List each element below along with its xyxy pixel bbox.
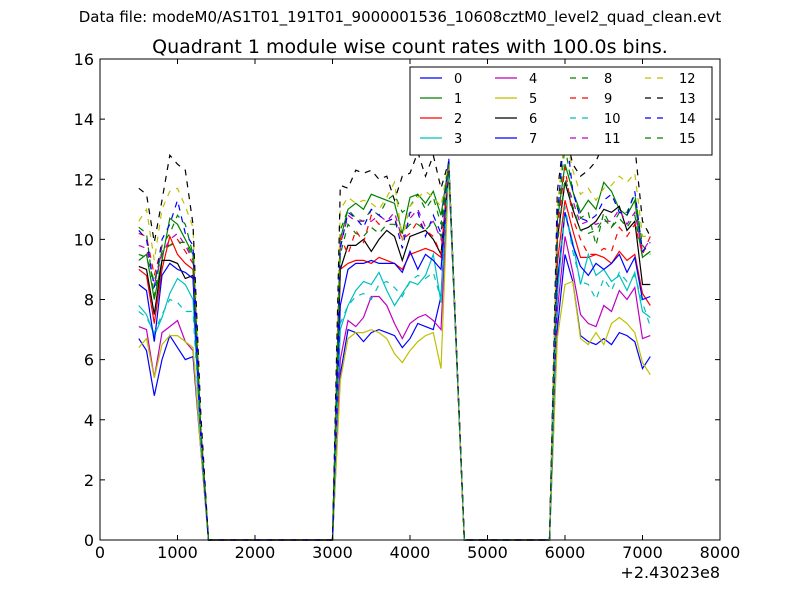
legend-label-0: 0 bbox=[454, 72, 462, 87]
series-line-10 bbox=[138, 167, 651, 541]
legend-label-13: 13 bbox=[679, 92, 696, 107]
legend-label-5: 5 bbox=[529, 92, 537, 107]
x-tick-label: 3000 bbox=[312, 543, 353, 562]
ticks-layer: 0 1000 2000 3000 4000 5000 6000 7000 80000246810… bbox=[74, 50, 741, 562]
legend-label-15: 15 bbox=[679, 132, 696, 147]
legend-label-12: 12 bbox=[679, 72, 696, 87]
series-layer bbox=[138, 122, 651, 541]
series-line-5 bbox=[138, 167, 651, 541]
legend-label-11: 11 bbox=[604, 132, 621, 147]
chart-title: Quadrant 1 module wise count rates with … bbox=[152, 36, 668, 58]
series-line-7 bbox=[138, 167, 651, 541]
x-axis-offset-label: +2.43023e8 bbox=[620, 563, 720, 582]
y-tick-label: 12 bbox=[74, 170, 94, 189]
series-line-3 bbox=[138, 167, 651, 541]
series-line-4 bbox=[138, 164, 651, 541]
legend-label-10: 10 bbox=[604, 112, 621, 127]
y-tick-label: 4 bbox=[84, 411, 94, 430]
legend-label-4: 4 bbox=[529, 72, 537, 87]
series-line-1 bbox=[138, 164, 651, 541]
legend-label-1: 1 bbox=[454, 92, 462, 107]
legend-label-14: 14 bbox=[679, 112, 696, 127]
series-line-2 bbox=[138, 170, 651, 541]
legend-box bbox=[409, 66, 713, 156]
y-tick-label: 0 bbox=[84, 531, 94, 550]
x-tick-label: 5000 bbox=[467, 543, 508, 562]
legend-label-9: 9 bbox=[604, 92, 612, 107]
x-tick-label: 6000 bbox=[545, 543, 586, 562]
x-tick-label: 0 bbox=[95, 543, 105, 562]
legend-label-3: 3 bbox=[454, 132, 462, 147]
x-tick-label: 8000 bbox=[700, 543, 741, 562]
y-tick-label: 6 bbox=[84, 351, 94, 370]
y-tick-label: 14 bbox=[74, 110, 94, 129]
x-tick-label: 1000 bbox=[157, 543, 198, 562]
x-tick-label: 7000 bbox=[622, 543, 663, 562]
y-tick-label: 2 bbox=[84, 471, 94, 490]
data-file-suptitle: Data file: modeM0/AS1T01_191T01_90000015… bbox=[78, 8, 722, 26]
legend-label-6: 6 bbox=[529, 112, 537, 127]
legend-label-8: 8 bbox=[604, 72, 612, 87]
legend-label-7: 7 bbox=[529, 132, 537, 147]
series-line-6 bbox=[138, 170, 651, 541]
series-line-9 bbox=[138, 164, 651, 541]
y-tick-label: 8 bbox=[84, 291, 94, 310]
x-tick-label: 2000 bbox=[235, 543, 276, 562]
series-line-12 bbox=[138, 134, 651, 541]
y-tick-label: 10 bbox=[74, 230, 94, 249]
legend-label-2: 2 bbox=[454, 112, 462, 127]
series-line-11 bbox=[138, 164, 651, 541]
x-tick-label: 4000 bbox=[390, 543, 431, 562]
y-tick-label: 16 bbox=[74, 50, 94, 69]
series-line-0 bbox=[138, 164, 651, 541]
series-line-14 bbox=[138, 122, 651, 541]
series-line-15 bbox=[138, 164, 651, 541]
